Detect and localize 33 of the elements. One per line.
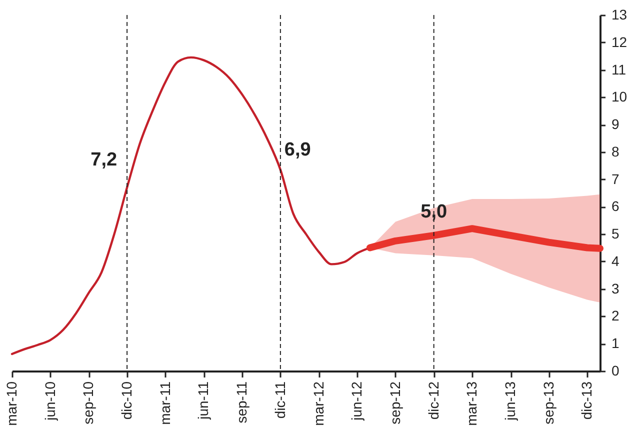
x-tick-label: sep-13 bbox=[540, 381, 556, 424]
x-tick-label: jun-13 bbox=[502, 381, 518, 422]
y-tick-label: 8 bbox=[612, 143, 620, 160]
x-tick-label: dic-12 bbox=[425, 381, 442, 420]
x-tick-label: dic-13 bbox=[578, 381, 595, 420]
y-tick-label: 13 bbox=[612, 6, 628, 22]
y-tick-label: 4 bbox=[612, 252, 620, 269]
y-tick-label: 5 bbox=[612, 226, 620, 242]
y-tick-label: 9 bbox=[612, 116, 620, 132]
x-tick-label: mar-10 bbox=[4, 381, 20, 426]
x-tick-label: jun-11 bbox=[195, 381, 212, 420]
ref-line-label: 6,9 bbox=[284, 140, 311, 161]
y-tick-label: 2 bbox=[612, 308, 620, 324]
y-tick-label: 3 bbox=[612, 280, 620, 296]
y-tick-label: 10 bbox=[612, 88, 628, 105]
y-tick-label: 11 bbox=[612, 61, 626, 78]
x-tick-label: mar-12 bbox=[310, 381, 326, 426]
x-tick-label: sep-12 bbox=[386, 381, 403, 424]
ref-line-label: 7,2 bbox=[90, 150, 118, 171]
x-tick-label: dic-11 bbox=[272, 381, 288, 419]
x-tick-label: jun-12 bbox=[348, 381, 365, 422]
x-tick-label: jun-10 bbox=[42, 381, 58, 422]
x-tick-label: mar-11 bbox=[156, 381, 173, 425]
y-tick-label: 1 bbox=[612, 335, 620, 352]
ref-line-label: 5,0 bbox=[420, 201, 448, 222]
y-tick-label: 0 bbox=[612, 362, 620, 378]
x-tick-label: sep-10 bbox=[80, 381, 96, 424]
y-tick-label: 12 bbox=[612, 34, 628, 50]
y-tick-label: 6 bbox=[612, 198, 620, 214]
x-tick-label: mar-13 bbox=[464, 381, 480, 426]
x-tick-label: sep-11 bbox=[234, 381, 250, 424]
x-tick-label: dic-10 bbox=[118, 381, 135, 420]
y-tick-label: 7 bbox=[612, 170, 620, 187]
